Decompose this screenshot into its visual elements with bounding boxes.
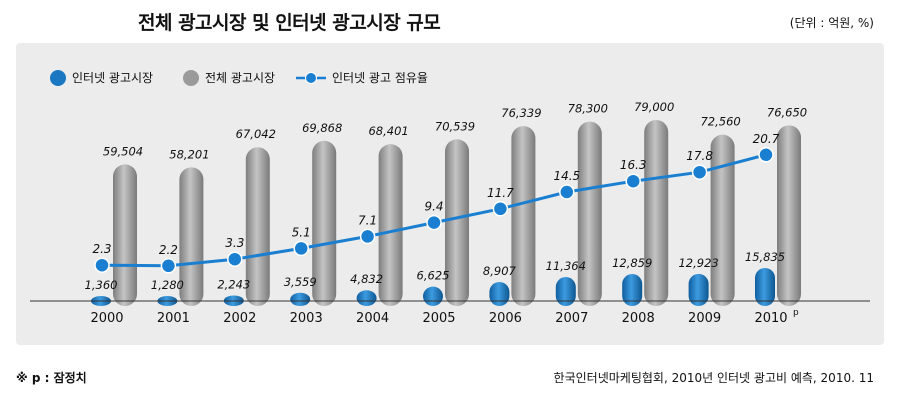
internet-value-label: 1,280 — [151, 278, 184, 292]
x-tick-label: 2005 — [422, 311, 455, 326]
total-market-bar — [777, 125, 801, 306]
share-value-label: 17.8 — [686, 149, 713, 163]
legend-total-label: 전체 광고시장 — [205, 71, 275, 85]
internet-value-label: 15,835 — [745, 250, 785, 264]
share-point — [426, 214, 442, 231]
total-value-label: 79,000 — [634, 100, 674, 114]
share-value-label: 20.7 — [753, 132, 780, 146]
legend-total-swatch — [183, 70, 199, 86]
total-market-bar — [312, 140, 337, 306]
x-tick-label: 2001 — [157, 311, 190, 326]
total-market-bar — [179, 167, 204, 306]
share-point — [227, 251, 243, 267]
total-value-label: 59,504 — [103, 144, 143, 158]
chart-title: 전체 광고시장 및 인터넷 광고시장 규모 — [138, 12, 441, 34]
share-value-label: 2.3 — [92, 242, 111, 256]
x-tick-label: 2008 — [622, 311, 655, 326]
share-point — [559, 184, 575, 200]
share-point — [94, 257, 110, 273]
legend-share-swatch — [305, 72, 317, 84]
unit-label: (단위 : 억원, %) — [789, 16, 874, 30]
total-market-bar — [577, 121, 602, 306]
source-note: 한국인터넷마케팅협회, 2010년 인터넷 광고비 예측, 2010. 11 — [553, 371, 874, 385]
x-tick-label: 2004 — [356, 311, 389, 326]
total-market-bar — [113, 164, 137, 306]
total-value-label: 76,650 — [767, 105, 807, 119]
internet-value-label: 1,360 — [85, 278, 118, 292]
internet-market-bar — [755, 268, 775, 306]
x-tick-label: 2010 — [754, 311, 787, 326]
internet-market-bar — [423, 286, 443, 306]
share-value-label: 16.3 — [620, 158, 647, 172]
total-value-label: 67,042 — [236, 127, 276, 141]
share-point — [758, 147, 774, 163]
internet-value-label: 6,625 — [417, 269, 450, 283]
total-market-bar — [710, 134, 735, 306]
internet-market-bar — [290, 292, 311, 306]
share-value-label: 14.5 — [553, 169, 580, 183]
internet-value-label: 2,243 — [217, 277, 250, 291]
share-value-label: 2.2 — [159, 243, 178, 257]
x-tick-superscript: p — [793, 308, 799, 318]
legend-internet-swatch — [50, 70, 66, 86]
share-point — [293, 240, 309, 257]
share-point — [625, 173, 641, 189]
total-value-label: 69,868 — [302, 121, 342, 135]
internet-market-bar — [555, 277, 576, 306]
share-point — [492, 201, 509, 217]
x-tick-label: 2000 — [90, 311, 123, 326]
internet-market-bar — [622, 274, 643, 306]
x-tick-label: 2002 — [223, 311, 256, 326]
total-market-bar — [245, 147, 270, 306]
share-value-label: 5.1 — [292, 225, 311, 239]
x-tick-label: 2007 — [555, 311, 588, 326]
total-value-label: 70,539 — [435, 119, 475, 133]
share-point — [691, 164, 708, 180]
legend-internet-label: 인터넷 광고시장 — [72, 71, 153, 85]
total-market-bar — [644, 120, 669, 306]
internet-value-label: 12,859 — [612, 256, 652, 270]
x-tick-label: 2006 — [489, 311, 522, 326]
legend-share-label: 인터넷 광고 점유율 — [332, 71, 428, 85]
internet-value-label: 11,364 — [546, 259, 586, 273]
internet-value-label: 8,907 — [483, 264, 517, 278]
share-point — [359, 228, 376, 245]
total-value-label: 78,300 — [568, 102, 608, 116]
internet-value-label: 12,923 — [678, 256, 718, 270]
share-value-label: 11.7 — [487, 186, 514, 200]
total-value-label: 68,401 — [368, 124, 408, 138]
internet-market-bar — [356, 290, 377, 306]
x-tick-label: 2003 — [290, 311, 323, 326]
share-point — [160, 258, 177, 274]
internet-market-bar — [489, 282, 510, 306]
internet-value-label: 4,832 — [350, 272, 383, 286]
share-value-label: 7.1 — [358, 213, 377, 227]
total-value-label: 72,560 — [700, 115, 740, 129]
internet-value-label: 3,559 — [284, 275, 317, 289]
x-tick-label: 2009 — [688, 311, 721, 326]
share-value-label: 9.4 — [424, 200, 443, 214]
total-market-bar — [445, 139, 469, 306]
total-value-label: 76,339 — [501, 106, 541, 120]
total-market-bar — [378, 144, 403, 306]
share-value-label: 3.3 — [225, 236, 244, 250]
internet-market-bar — [688, 273, 709, 306]
total-value-label: 58,201 — [169, 147, 209, 161]
footnote: ※ p : 잠정치 — [16, 371, 87, 385]
total-market-bar — [511, 126, 536, 306]
